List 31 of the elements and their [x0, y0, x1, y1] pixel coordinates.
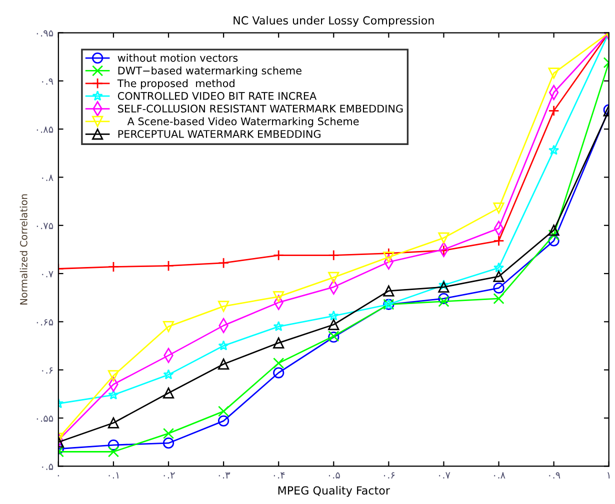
x-tick-label: ۰.۱	[108, 472, 118, 478]
x-tick-label: ۰.۳	[218, 472, 230, 478]
legend-label: A Scene-based Video Watermarking Scheme	[127, 117, 359, 128]
x-tick-label: ۰	[58, 475, 59, 476]
y-tick-label: ۰.۹۵	[36, 30, 54, 37]
y-tick-label: ۰.۸	[42, 174, 54, 181]
legend-label: without motion vectors	[118, 54, 238, 62]
legend-label: DWT−based watermarking scheme	[118, 66, 302, 77]
x-tick-label: ۰.۲	[164, 472, 175, 478]
legend-label: The proposed method	[117, 79, 234, 90]
y-tick-label: ۰.۵	[42, 464, 54, 470]
legend-label: CONTROLLED VIDEO BIT RATE INCREA	[118, 92, 317, 100]
x-tick-label: ۰.۸	[494, 472, 506, 478]
y-axis-title: Normalized Correlation	[20, 194, 28, 304]
chart-title: NC Values under Lossy Compression	[234, 16, 434, 27]
x-tick-label: ۰.۴	[274, 472, 285, 478]
y-tick-label: ۰.۵۵	[36, 415, 54, 422]
x-tick-label: ۰.۵	[328, 472, 340, 478]
y-tick-label: ۰.۶۵	[36, 319, 54, 326]
y-tick-label: ۰.۷	[42, 271, 54, 278]
x-axis-title: MPEG Quality Factor	[278, 486, 390, 497]
x-tick-label: ۰.۹	[549, 472, 560, 478]
y-tick-label: ۰.۷۵	[36, 222, 54, 230]
x-tick-label: ۰.۷	[439, 472, 450, 478]
x-tick-label: ۰.۶	[384, 472, 395, 478]
legend-label: SELF-COLLUSION RESISTANT WATERMARK EMBEDDING	[118, 104, 403, 113]
y-tick-label: ۰.۹	[42, 78, 54, 85]
x-tick-label: ۱	[608, 472, 610, 478]
y-tick-label: ۰.۶	[42, 367, 53, 374]
legend-label: PERCEPTUAL WATERMARK EMBEDDING	[118, 130, 320, 138]
y-tick-label: ۰.۸۵	[36, 126, 54, 133]
